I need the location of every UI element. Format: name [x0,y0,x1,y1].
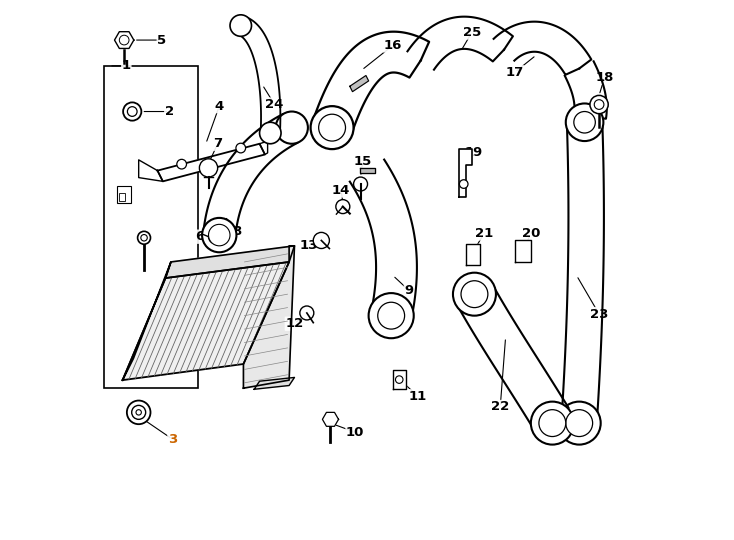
Circle shape [368,293,414,338]
Circle shape [208,230,222,244]
Text: 17: 17 [506,66,524,79]
Polygon shape [166,246,294,278]
Polygon shape [562,122,604,421]
Polygon shape [393,370,406,389]
Polygon shape [313,32,429,134]
Text: 21: 21 [475,227,493,240]
Polygon shape [158,144,265,181]
Circle shape [595,100,604,110]
Polygon shape [494,22,592,75]
Text: 24: 24 [266,98,284,111]
Bar [117,186,131,203]
Polygon shape [350,76,368,92]
Polygon shape [407,17,513,70]
Circle shape [566,410,592,436]
Circle shape [590,96,608,113]
Circle shape [574,112,595,133]
Bar [103,66,197,388]
Circle shape [136,410,142,415]
Circle shape [177,159,186,169]
Polygon shape [350,160,417,317]
Polygon shape [123,262,289,380]
Circle shape [310,106,354,149]
Circle shape [120,35,129,45]
Circle shape [531,402,574,444]
Circle shape [276,112,308,144]
Text: 9: 9 [404,284,413,297]
Text: 4: 4 [214,100,224,113]
Text: 15: 15 [354,155,372,168]
Circle shape [313,232,330,248]
Text: 3: 3 [168,433,177,446]
Polygon shape [260,141,268,154]
Circle shape [230,15,252,36]
Text: 6: 6 [195,230,204,243]
Circle shape [300,306,314,320]
Circle shape [566,104,603,141]
Circle shape [453,273,496,316]
Circle shape [202,218,236,252]
Polygon shape [254,377,294,389]
Circle shape [141,234,148,241]
Text: 20: 20 [522,227,540,240]
Polygon shape [360,168,375,173]
Text: 2: 2 [164,105,174,118]
Text: 22: 22 [491,401,509,414]
Text: 19: 19 [464,146,482,159]
Polygon shape [239,17,280,133]
Circle shape [128,107,137,116]
Polygon shape [564,62,607,119]
Polygon shape [322,413,338,426]
Polygon shape [515,240,531,262]
Polygon shape [459,149,472,198]
Text: 16: 16 [384,39,402,52]
Circle shape [131,406,145,420]
Text: 10: 10 [346,426,364,438]
Text: 8: 8 [233,225,241,238]
Text: 7: 7 [213,137,222,150]
Text: 13: 13 [299,239,318,252]
Circle shape [200,159,218,177]
Circle shape [539,410,566,436]
Circle shape [396,376,403,383]
Circle shape [354,177,368,191]
Polygon shape [115,32,134,49]
Text: 14: 14 [332,184,350,197]
Polygon shape [244,246,294,388]
Polygon shape [139,160,163,181]
Circle shape [127,401,150,424]
Circle shape [558,402,600,444]
Circle shape [123,103,142,120]
Text: 25: 25 [462,26,481,39]
Circle shape [461,281,488,308]
Circle shape [336,200,350,214]
Text: 18: 18 [595,71,614,84]
Bar [119,193,126,201]
Text: 23: 23 [590,308,608,321]
Polygon shape [123,262,171,380]
Circle shape [236,143,246,153]
Circle shape [378,302,404,329]
Circle shape [137,231,150,244]
Polygon shape [203,114,298,237]
Circle shape [260,122,281,144]
Text: 12: 12 [286,317,304,330]
Circle shape [208,224,230,246]
Polygon shape [457,284,569,429]
Circle shape [459,180,468,188]
Text: 11: 11 [409,390,427,403]
Text: 1: 1 [122,59,131,72]
Circle shape [319,114,346,141]
Text: 5: 5 [157,33,167,46]
Polygon shape [466,244,480,265]
